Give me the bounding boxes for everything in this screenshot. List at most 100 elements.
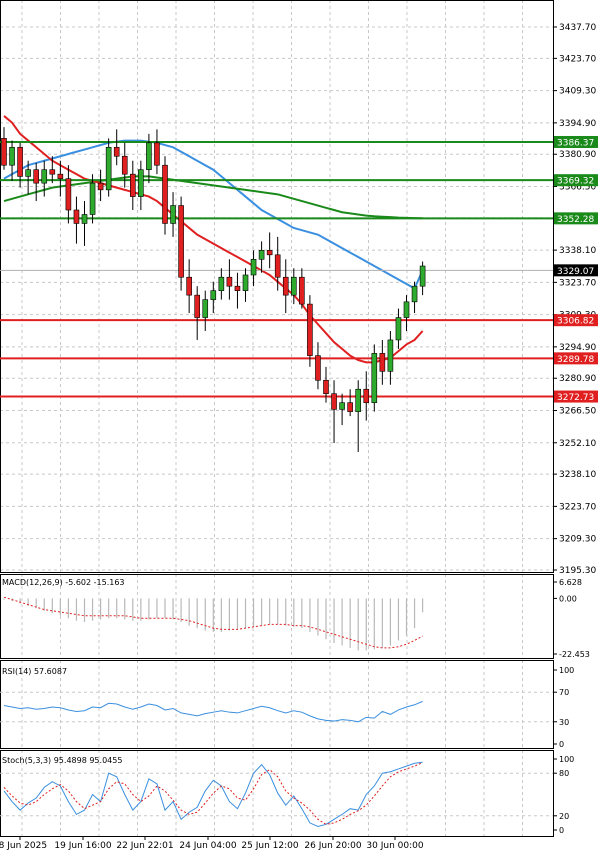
candle-up — [290, 276, 297, 296]
candle-down — [331, 393, 337, 410]
level-label-bg — [554, 212, 598, 225]
price-tick-label: 3437.70 — [559, 23, 596, 33]
candle-down — [234, 285, 241, 291]
price-tick-label: 3323.70 — [559, 278, 596, 288]
current-price-label-bg — [554, 264, 598, 277]
price-tick-label: 3338.10 — [559, 246, 596, 256]
candle-up — [41, 169, 48, 184]
level-label: 3352.28 — [557, 215, 594, 225]
rsi-tick-label: 0 — [559, 740, 564, 749]
time-tick-label: 24 Jun 04:00 — [179, 841, 236, 851]
candle-down — [97, 182, 104, 191]
level-label-bg — [554, 314, 598, 327]
macd-tick-label: -22.453 — [559, 650, 590, 659]
candle-up — [258, 250, 265, 260]
rsi-label: RSI(14) 57.6087 — [2, 667, 67, 676]
rsi-line — [3, 700, 423, 723]
stoch-tick-label: 0 — [559, 826, 564, 835]
candle-down — [33, 169, 40, 184]
candle-down — [130, 173, 136, 197]
price-tick-label: 3280.90 — [559, 374, 596, 384]
candle-up — [81, 214, 88, 224]
candle-up — [403, 301, 410, 318]
macd-pane-border — [0, 574, 554, 659]
price-tick-label: 3223.70 — [559, 502, 596, 512]
candle-up — [371, 353, 378, 403]
candle-down — [113, 146, 120, 157]
candle-up — [105, 146, 112, 191]
candle-down — [315, 355, 321, 381]
macd-signal-line — [3, 596, 423, 649]
candle-up — [89, 182, 96, 215]
candle-down — [186, 276, 192, 296]
stoch-label: Stoch(5,3,3) 95.4898 95.0455 — [2, 756, 122, 765]
candle-down — [299, 276, 305, 305]
stoch-tick-label: 100 — [559, 755, 574, 764]
candle-up — [202, 299, 209, 318]
candle-down — [363, 388, 370, 403]
candle-down — [65, 178, 72, 211]
candle-down — [274, 254, 281, 278]
candle-up — [419, 265, 426, 287]
candle-down — [17, 146, 23, 177]
price-tick-label: 3195.30 — [559, 566, 596, 576]
candle-up — [218, 276, 225, 291]
candle-down — [282, 276, 289, 296]
time-tick-label: 22 Jun 22:01 — [116, 841, 173, 851]
price-tick-label: 3380.90 — [559, 150, 596, 160]
candle-down — [226, 276, 233, 287]
candle-down — [307, 303, 313, 356]
stoch-tick-label: 80 — [559, 769, 569, 778]
candle-up — [250, 258, 257, 276]
candle-up — [387, 339, 394, 372]
level-label: 3369.32 — [557, 177, 594, 187]
price-tick-label: 3238.10 — [559, 470, 596, 480]
candle-up — [170, 205, 176, 224]
candle-up — [210, 290, 217, 300]
time-tick-label: 26 Jun 20:00 — [304, 841, 361, 851]
price-tick-label: 3266.50 — [559, 407, 596, 417]
price-tick-label: 3252.10 — [559, 439, 596, 449]
stoch-k-line — [3, 761, 423, 827]
level-label-bg — [554, 352, 598, 365]
candle-up — [9, 146, 15, 166]
candle-up — [339, 402, 345, 410]
stoch-d-line — [3, 762, 423, 825]
macd-tick-label: 0.00 — [559, 594, 577, 603]
stoch-pane-border — [0, 750, 554, 837]
candle-down — [178, 205, 184, 278]
price-tick-label: 3209.30 — [559, 535, 596, 545]
main-pane-border — [0, 0, 554, 573]
candle-down — [154, 142, 160, 166]
rsi-tick-label: 100 — [559, 666, 574, 675]
time-tick-label: 19 Jun 16:00 — [54, 841, 111, 851]
level-label-bg — [554, 390, 598, 403]
candle-down — [347, 402, 353, 412]
candle-down — [162, 164, 168, 224]
price-tick-label: 3294.90 — [559, 343, 596, 353]
price-tick-label: 3394.90 — [559, 119, 596, 129]
stoch-tick-label: 20 — [559, 812, 569, 821]
price-tick-label: 3409.30 — [559, 87, 596, 97]
level-label: 3272.73 — [557, 393, 594, 403]
ma-green-line — [3, 175, 423, 220]
level-label: 3386.37 — [557, 138, 594, 148]
level-label: 3306.82 — [557, 317, 594, 327]
candle-down — [57, 173, 64, 179]
candle-down — [379, 353, 386, 372]
price-tick-label: 3366.50 — [559, 182, 596, 192]
candle-down — [1, 138, 7, 166]
price-tick-label: 3423.70 — [559, 54, 596, 64]
time-tick-label: 30 Jun 00:00 — [366, 841, 423, 851]
candle-up — [411, 285, 418, 303]
level-label: 3289.78 — [557, 355, 594, 365]
candle-up — [25, 169, 31, 177]
candle-up — [395, 317, 402, 341]
level-label-bg — [554, 135, 598, 148]
candle-down — [121, 155, 128, 175]
macd-label: MACD(12,26,9) -5.602 -15.163 — [2, 578, 125, 587]
macd-tick-label: 6.628 — [559, 578, 582, 587]
